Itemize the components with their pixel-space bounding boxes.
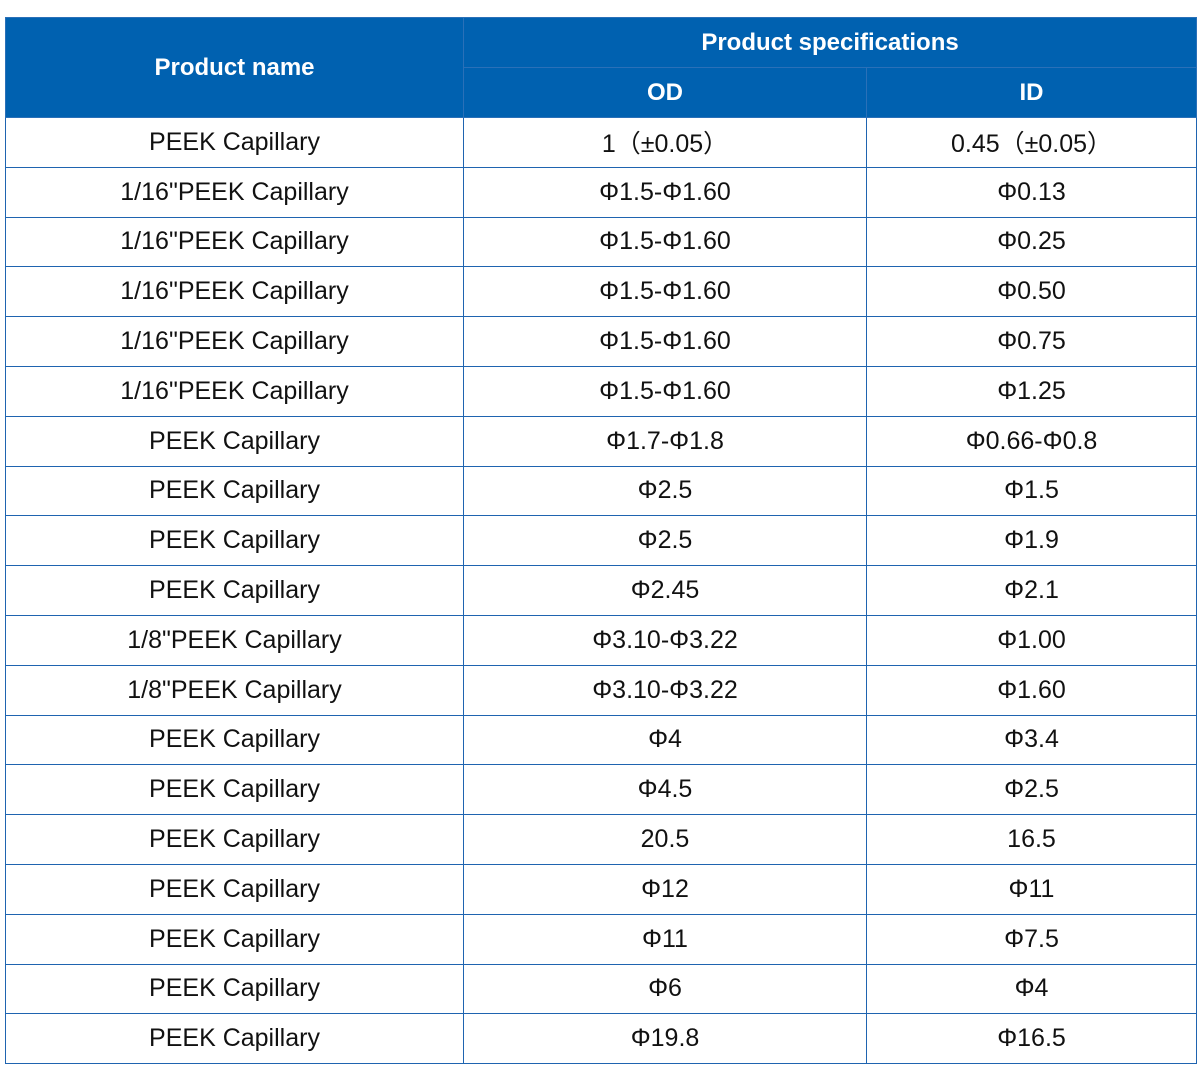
table-row: PEEK Capillary 1（±0.05） 0.45（±0.05） [5, 117, 1198, 168]
cell-od: Φ1.5-Φ1.60 [463, 365, 867, 417]
cell-od: Φ2.5 [463, 515, 867, 567]
cell-id: Φ16.5 [865, 1013, 1198, 1065]
cell-id: Φ11 [865, 863, 1198, 915]
cell-name: PEEK Capillary [5, 963, 464, 1015]
table-row: 1/16"PEEK Capillary Φ1.5-Φ1.60 Φ0.13 [5, 166, 1198, 218]
table-row: PEEK Capillary 20.5 16.5 [5, 814, 1198, 865]
cell-id: Φ1.9 [865, 515, 1198, 567]
cell-id: Φ2.5 [865, 764, 1198, 816]
cell-od: Φ2.45 [463, 565, 867, 616]
cell-od: Φ1.5-Φ1.60 [463, 166, 867, 218]
cell-od: Φ12 [463, 863, 867, 915]
cell-id: 16.5 [865, 814, 1198, 865]
cell-name: 1/16"PEEK Capillary [5, 365, 464, 417]
cell-id: Φ0.50 [865, 266, 1198, 318]
cell-id: Φ2.1 [865, 565, 1198, 616]
cell-od: 1（±0.05） [463, 117, 867, 168]
cell-name: 1/16"PEEK Capillary [5, 216, 464, 268]
cell-od: Φ4.5 [463, 764, 867, 816]
header-row: Product name Product specifications [5, 17, 1198, 118]
table-row: PEEK Capillary Φ2.45 Φ2.1 [5, 565, 1198, 616]
cell-od: Φ1.7-Φ1.8 [463, 415, 867, 467]
cell-od: Φ2.5 [463, 465, 867, 517]
table-row: PEEK Capillary Φ4 Φ3.4 [5, 714, 1198, 766]
cell-id: Φ7.5 [865, 913, 1198, 965]
cell-od: Φ3.10-Φ3.22 [463, 614, 867, 666]
cell-id: Φ3.4 [865, 714, 1198, 766]
cell-name: 1/8"PEEK Capillary [5, 614, 464, 666]
cell-name: PEEK Capillary [5, 714, 464, 766]
table-row: PEEK Capillary Φ4.5 Φ2.5 [5, 764, 1198, 816]
table-body: PEEK Capillary 1（±0.05） 0.45（±0.05） 1/16"PE… [5, 117, 1198, 1065]
cell-id: 0.45（±0.05） [865, 117, 1198, 168]
table-row: PEEK Capillary Φ2.5 Φ1.5 [5, 465, 1198, 517]
cell-od: 20.5 [463, 814, 867, 865]
header-od: OD [463, 67, 867, 118]
cell-id: Φ1.25 [865, 365, 1198, 417]
cell-id: Φ1.60 [865, 664, 1198, 716]
cell-id: Φ4 [865, 963, 1198, 1015]
cell-od: Φ1.5-Φ1.60 [463, 316, 867, 367]
table-row: PEEK Capillary Φ6 Φ4 [5, 963, 1198, 1015]
table-row: PEEK Capillary Φ19.8 Φ16.5 [5, 1013, 1198, 1065]
cell-id: Φ0.75 [865, 316, 1198, 367]
cell-name: PEEK Capillary [5, 515, 464, 567]
table-row: 1/16"PEEK Capillary Φ1.5-Φ1.60 Φ0.75 [5, 316, 1198, 367]
cell-name: PEEK Capillary [5, 1013, 464, 1065]
table-row: 1/16"PEEK Capillary Φ1.5-Φ1.60 Φ0.25 [5, 216, 1198, 268]
cell-id: Φ0.66-Φ0.8 [865, 415, 1198, 467]
header-id: ID [865, 67, 1198, 118]
cell-od: Φ3.10-Φ3.22 [463, 664, 867, 716]
cell-name: 1/8"PEEK Capillary [5, 664, 464, 716]
cell-id: Φ0.13 [865, 166, 1198, 218]
table-row: 1/16"PEEK Capillary Φ1.5-Φ1.60 Φ0.50 [5, 266, 1198, 318]
cell-name: 1/16"PEEK Capillary [5, 266, 464, 318]
table-row: 1/16"PEEK Capillary Φ1.5-Φ1.60 Φ1.25 [5, 365, 1198, 417]
header-product-name: Product name [5, 17, 464, 118]
table-row: PEEK Capillary Φ12 Φ11 [5, 863, 1198, 915]
table-row: 1/8"PEEK Capillary Φ3.10-Φ3.22 Φ1.00 [5, 614, 1198, 666]
cell-name: PEEK Capillary [5, 415, 464, 467]
cell-id: Φ1.5 [865, 465, 1198, 517]
cell-od: Φ1.5-Φ1.60 [463, 216, 867, 268]
table-row: 1/8"PEEK Capillary Φ3.10-Φ3.22 Φ1.60 [5, 664, 1198, 716]
cell-name: PEEK Capillary [5, 764, 464, 816]
cell-id: Φ1.00 [865, 614, 1198, 666]
cell-id: Φ0.25 [865, 216, 1198, 268]
cell-name: PEEK Capillary [5, 117, 464, 168]
header-product-specifications: Product specifications [462, 17, 1198, 68]
cell-od: Φ6 [463, 963, 867, 1015]
cell-od: Φ19.8 [463, 1013, 867, 1065]
cell-od: Φ1.5-Φ1.60 [463, 266, 867, 318]
table-row: PEEK Capillary Φ2.5 Φ1.9 [5, 515, 1198, 567]
subheader-row: OD ID [6, 67, 1198, 118]
cell-name: PEEK Capillary [5, 465, 464, 517]
cell-name: 1/16"PEEK Capillary [5, 316, 464, 367]
cell-name: PEEK Capillary [5, 814, 464, 865]
product-spec-table: Product name Product specifications OD I… [5, 17, 1198, 1065]
cell-od: Φ4 [463, 714, 867, 766]
table-row: PEEK Capillary Φ1.7-Φ1.8 Φ0.66-Φ0.8 [5, 415, 1198, 467]
cell-name: PEEK Capillary [5, 863, 464, 915]
cell-name: PEEK Capillary [5, 565, 464, 616]
table-row: PEEK Capillary Φ11 Φ7.5 [5, 913, 1198, 965]
cell-name: PEEK Capillary [5, 913, 464, 965]
cell-od: Φ11 [463, 913, 867, 965]
cell-name: 1/16"PEEK Capillary [5, 166, 464, 218]
